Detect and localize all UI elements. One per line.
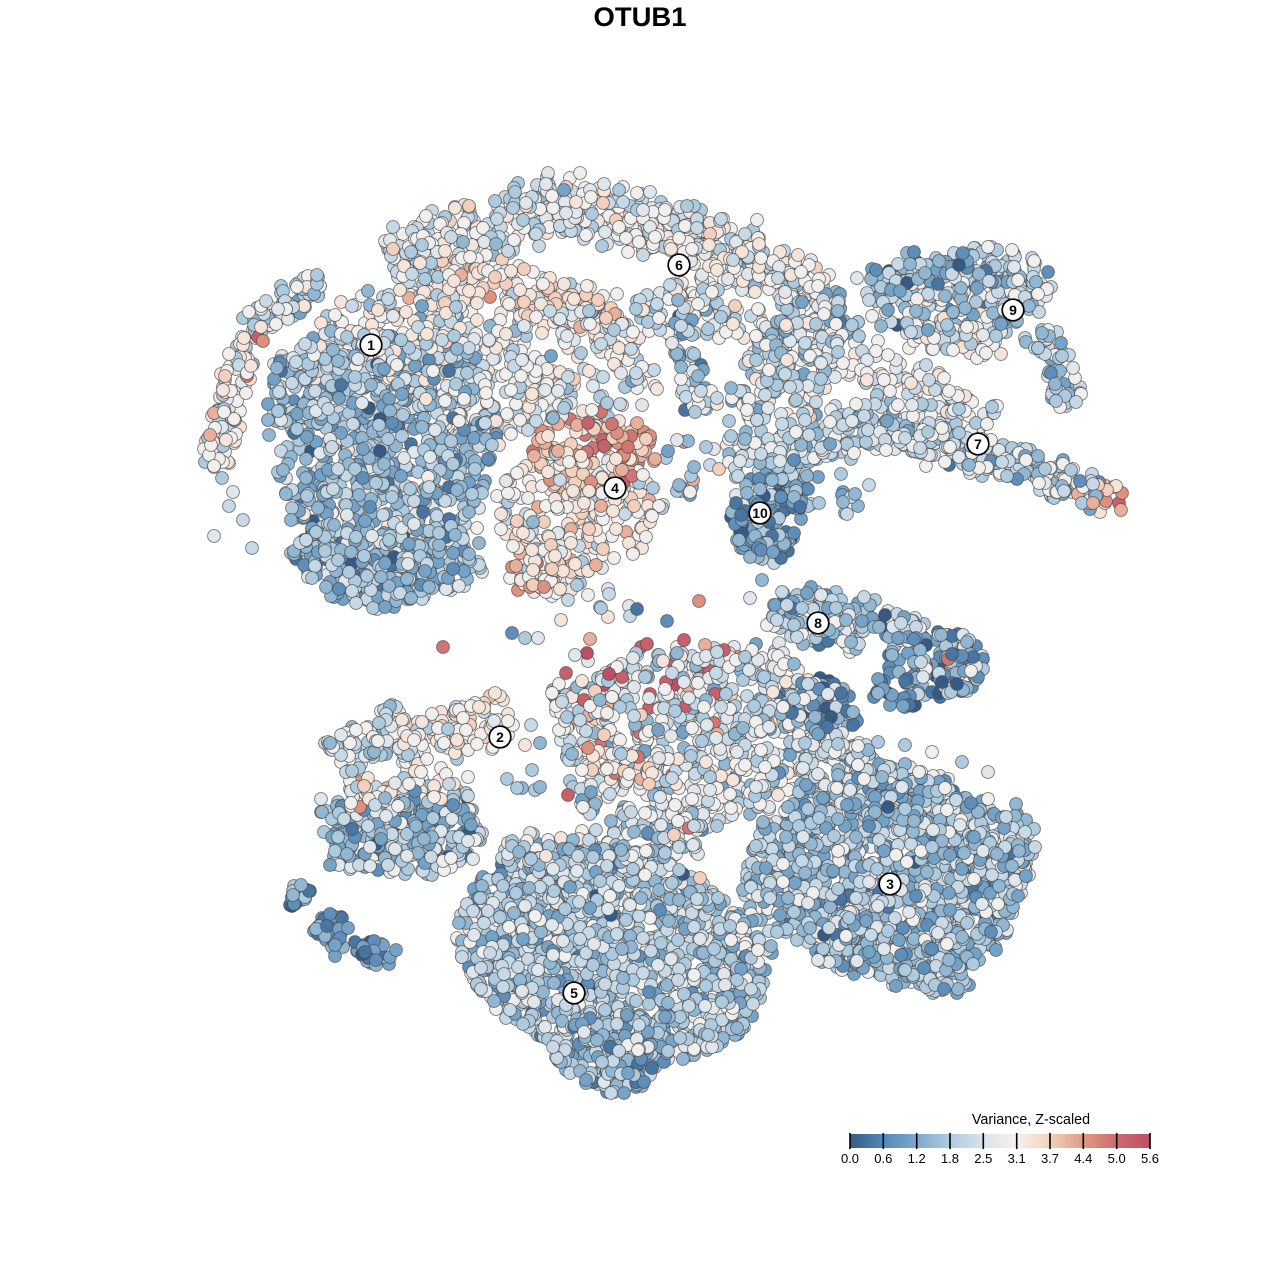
svg-text:OTUB1: OTUB1 [594,2,687,32]
